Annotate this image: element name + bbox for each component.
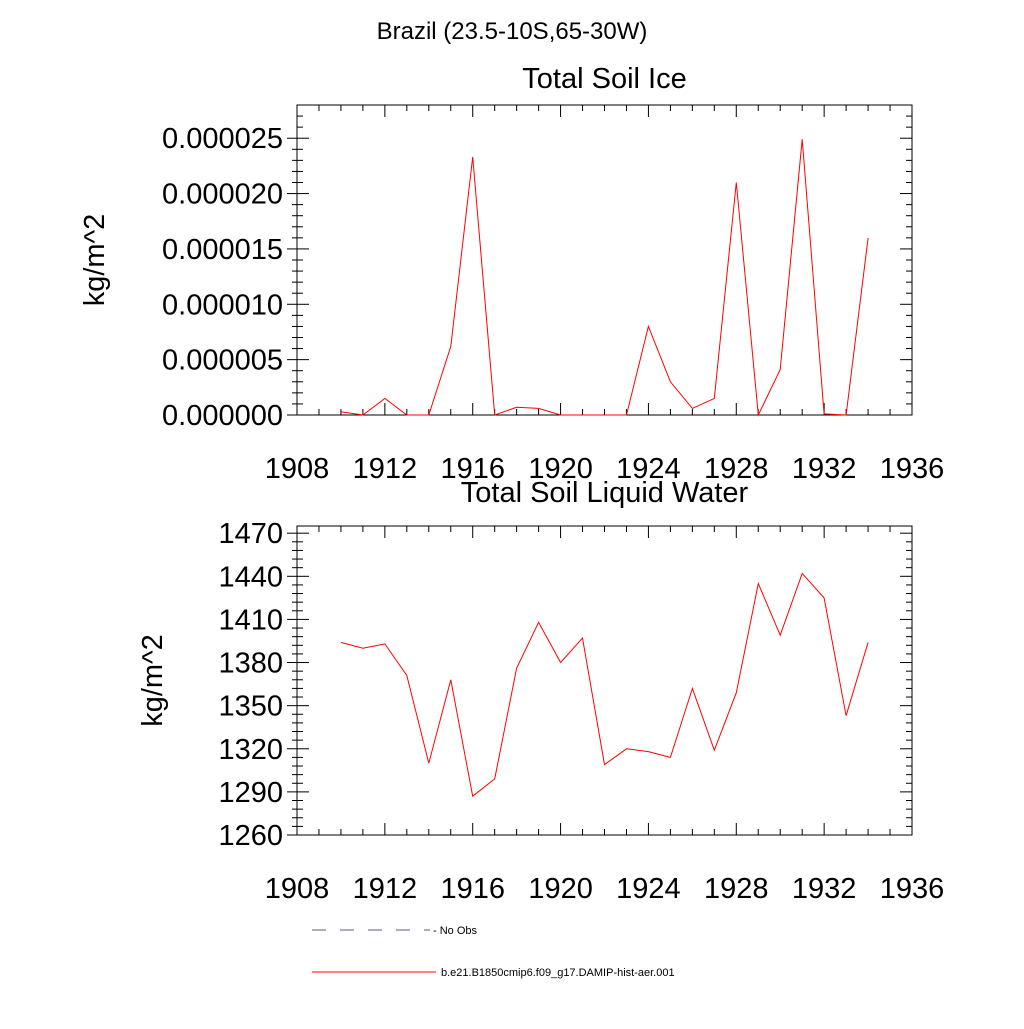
plot2-xtick-label: 1912	[353, 873, 418, 905]
plot1-ytick-label: 0.000005	[162, 345, 283, 377]
plot2-ytick-label: 1290	[218, 777, 283, 809]
plot2-ylabel: kg/m^2	[137, 634, 169, 727]
figure-title: Brazil (23.5-10S,65-30W)	[376, 18, 648, 45]
plot2-xtick-label: 1932	[792, 873, 857, 905]
plot2-xtick-label: 1920	[528, 873, 593, 905]
plot2-ytick-label: 1380	[218, 648, 283, 680]
plot2-xtick-label: 1908	[265, 873, 330, 905]
plot1-xtick-label: 1912	[353, 453, 418, 485]
plot1-ytick-label: 0.000015	[162, 234, 283, 266]
plot2-frame	[296, 525, 913, 836]
plot2-ytick-label: 1470	[218, 518, 283, 550]
plot1-ytick-label: 0.000010	[162, 289, 283, 321]
plot2-xtick-label: 1916	[440, 873, 505, 905]
plot2-ytick-label: 1320	[218, 734, 283, 766]
plot1-xtick-label: 1916	[440, 453, 505, 485]
plot1-xtick-label: 1932	[792, 453, 857, 485]
plot1-frame	[296, 104, 913, 416]
plot2-series-line	[340, 572, 869, 798]
plot2-ytick-label: 1350	[218, 691, 283, 723]
plot2-xtick-label: 1936	[880, 873, 945, 905]
plot1-xtick-label: 1908	[265, 453, 330, 485]
plot1-ytick-label: 0.000020	[162, 179, 283, 211]
plot2-ytick-label: 1410	[218, 604, 283, 636]
plot2-xtick-label: 1924	[616, 873, 681, 905]
plot2-ytick-label: 1440	[218, 561, 283, 593]
plot2-xtick-label: 1928	[704, 873, 769, 905]
legend-model-label: b.e21.B1850cmip6.f09_g17.DAMIP-hist-aer.…	[441, 967, 675, 979]
plot1-xtick-label: 1924	[616, 453, 681, 485]
plot1-series-line	[340, 139, 869, 417]
plot1-ytick-label: 0.000000	[162, 400, 283, 432]
plot1-xtick-label: 1928	[704, 453, 769, 485]
plot1-xtick-label: 1936	[880, 453, 945, 485]
plot1-ytick-label: 0.000025	[162, 123, 283, 155]
plot2-title: Total Soil Liquid Water	[461, 477, 749, 509]
plot2-ytick-label: 1260	[218, 820, 283, 852]
plot1-title: Total Soil Ice	[522, 63, 686, 95]
legend-obs-label: - No Obs	[433, 925, 478, 937]
plot1-xtick-label: 1920	[528, 453, 593, 485]
plot1-ylabel: kg/m^2	[79, 214, 111, 307]
